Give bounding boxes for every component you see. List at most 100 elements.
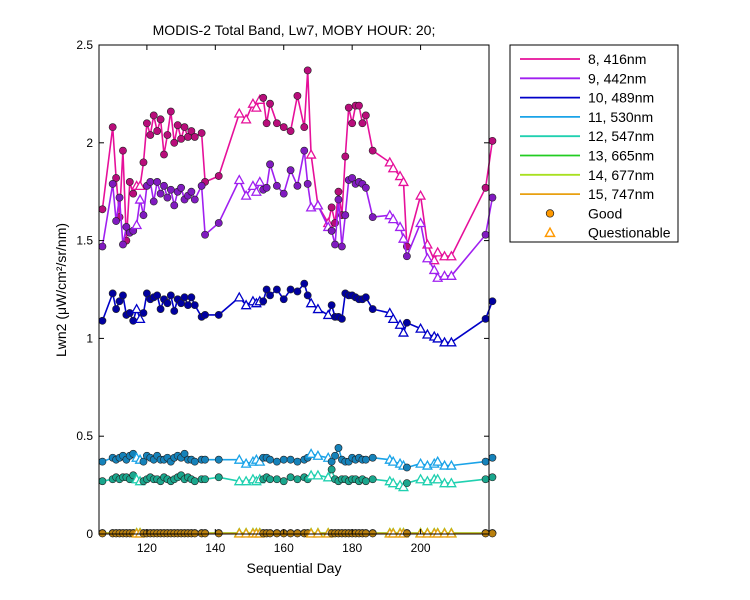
legend-label: 10, 489nm <box>588 90 654 106</box>
legend-item: 13, 665nm <box>520 148 654 164</box>
data-point-questionable <box>233 453 245 464</box>
data-point-questionable <box>439 477 451 488</box>
data-point-good <box>368 529 377 538</box>
data-point-good <box>266 475 274 484</box>
data-point-good <box>488 193 497 202</box>
data-point-good <box>341 152 350 161</box>
data-point-questionable <box>387 527 399 538</box>
data-point-good <box>272 475 281 484</box>
data-point-good <box>119 146 127 155</box>
legend-label: 15, 747nm <box>588 186 654 202</box>
data-point-questionable <box>432 455 444 466</box>
data-point-good <box>303 66 312 75</box>
data-point-questionable <box>394 318 406 329</box>
data-point-good <box>190 529 199 538</box>
x-tick-label: 140 <box>205 541 225 555</box>
data-point-questionable <box>387 213 399 224</box>
data-point-good <box>488 529 497 538</box>
data-point-good <box>187 293 196 302</box>
legend-label: 8, 416nm <box>588 51 646 67</box>
data-point-good <box>98 242 107 251</box>
data-point-questionable <box>445 336 457 347</box>
data-point-good <box>98 529 107 538</box>
data-point-good <box>190 195 199 204</box>
legend-item-good: Good <box>545 205 622 221</box>
data-point-questionable <box>421 252 433 263</box>
plot-frame <box>98 44 490 535</box>
data-point-good <box>177 183 186 192</box>
data-point-good <box>361 293 370 302</box>
data-point-good <box>129 189 138 198</box>
data-point-questionable <box>432 332 444 343</box>
data-point-good <box>115 193 124 202</box>
data-point-good <box>163 193 172 202</box>
data-point-good <box>129 316 138 325</box>
data-point-questionable <box>415 217 427 228</box>
data-point-good <box>361 183 370 192</box>
data-point-good <box>139 457 148 466</box>
data-point-good <box>184 301 192 310</box>
data-point-questionable <box>312 303 324 314</box>
data-point-good <box>98 477 107 486</box>
data-point-questionable <box>387 455 399 466</box>
x-tick-label: 120 <box>137 541 157 555</box>
data-point-good <box>402 529 411 538</box>
data-point-good <box>197 129 206 137</box>
data-point-good <box>190 457 199 466</box>
data-point-good <box>481 475 490 484</box>
data-point-questionable <box>432 246 444 257</box>
data-point-good <box>153 291 162 300</box>
data-point-questionable <box>397 176 409 187</box>
data-point-good <box>361 455 370 464</box>
data-point-good <box>327 226 336 235</box>
data-point-good <box>402 463 411 472</box>
data-point-questionable <box>394 221 406 232</box>
data-point-good <box>481 457 490 466</box>
data-point-good <box>337 314 346 323</box>
data-point-good <box>197 181 206 190</box>
data-point-questionable <box>394 170 406 181</box>
legend-item: 12, 547nm <box>520 128 654 144</box>
data-point-good <box>488 297 497 306</box>
data-point-good <box>112 174 121 182</box>
data-point-good <box>201 455 209 464</box>
plot-area <box>98 66 497 538</box>
data-point-good <box>266 291 274 300</box>
series-8-416nm <box>98 66 497 265</box>
data-point-good <box>146 131 155 139</box>
data-point-good <box>156 305 165 313</box>
data-point-good <box>170 201 179 210</box>
data-point-good <box>327 301 336 310</box>
data-point-good <box>201 230 209 239</box>
data-point-good <box>368 453 377 462</box>
data-point-questionable <box>445 270 457 280</box>
data-point-good <box>341 211 350 220</box>
data-point-good <box>266 99 274 108</box>
data-point-questionable <box>305 448 317 458</box>
data-point-questionable <box>312 199 324 210</box>
data-point-good <box>201 529 209 538</box>
data-point-questionable <box>240 527 252 538</box>
data-point-good <box>214 529 223 538</box>
data-point-good <box>481 314 490 323</box>
data-point-questionable <box>439 527 451 538</box>
data-point-good <box>214 311 223 319</box>
x-tick-label: 180 <box>342 541 362 555</box>
data-point-good <box>368 146 377 155</box>
data-point-questionable <box>305 297 317 308</box>
data-point-good <box>201 475 209 484</box>
data-point-questionable <box>439 459 451 470</box>
data-point-questionable <box>254 176 266 187</box>
data-point-questionable <box>322 471 334 482</box>
data-point-questionable <box>421 527 433 538</box>
data-point-good <box>166 185 175 194</box>
data-point-good <box>331 240 339 249</box>
data-point-good <box>402 318 411 327</box>
data-point-good <box>331 451 339 460</box>
data-point-questionable <box>384 156 396 167</box>
data-point-good <box>190 477 199 486</box>
series-15-747nm <box>98 527 497 538</box>
legend-label: Good <box>588 205 622 221</box>
data-point-good <box>201 311 209 319</box>
